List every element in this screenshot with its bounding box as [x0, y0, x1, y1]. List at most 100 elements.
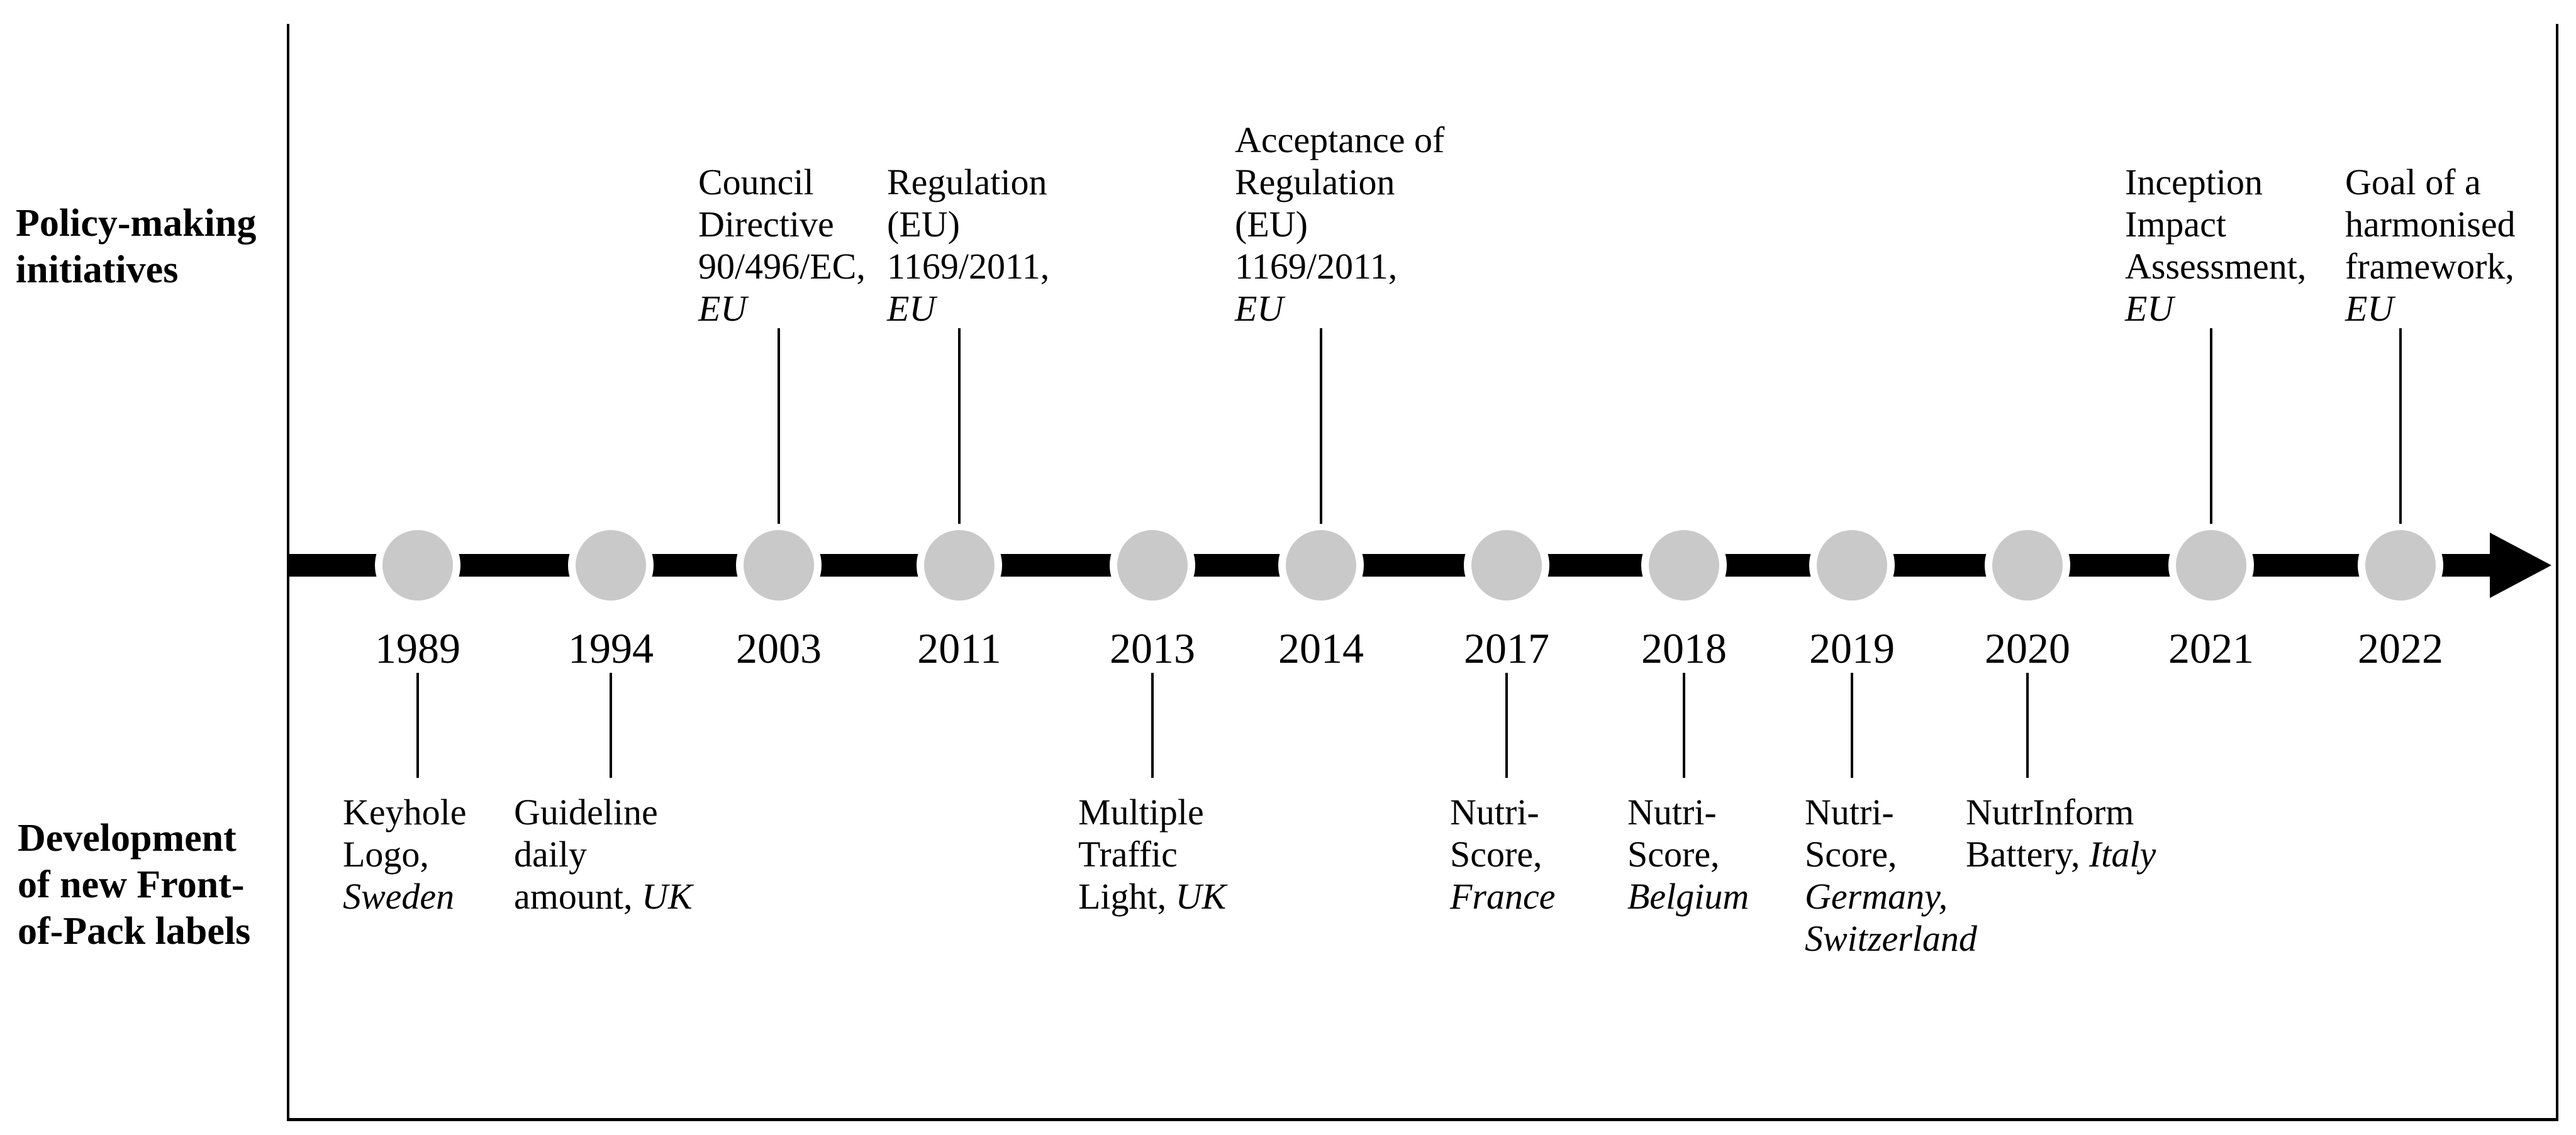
connector-below-1989	[416, 673, 419, 778]
policy-event-2011: Regulation (EU) 1169/2011, EU	[887, 161, 1049, 329]
event-text: NutrInform	[1966, 792, 2134, 833]
policy-event-line: 90/496/EC,	[698, 245, 866, 287]
event-text: Directive	[698, 204, 834, 245]
policy-event-line: framework,	[2345, 245, 2516, 287]
policy-event-line: (EU)	[887, 203, 1049, 245]
event-text-italic: EU	[2345, 288, 2394, 329]
row-label-line: initiatives	[16, 248, 179, 291]
row-label-fop-development: Development of new Front- of-Pack labels	[18, 815, 250, 955]
fop-event-line: Switzerland	[1805, 917, 1977, 960]
event-text-italic: EU	[887, 288, 936, 329]
year-label-2022: 2022	[2358, 624, 2443, 672]
timeline-node-2021	[2168, 523, 2254, 608]
event-text: Regulation	[1235, 162, 1395, 202]
event-text-italic: EU	[2125, 288, 2174, 329]
event-text: Nutri-	[1805, 792, 1894, 833]
policy-event-line: Directive	[698, 203, 866, 245]
fop-event-line: Logo,	[343, 833, 467, 875]
event-text: Acceptance of	[1235, 119, 1445, 160]
event-text: 90/496/EC,	[698, 246, 866, 287]
fop-event-line: Multiple	[1078, 791, 1226, 833]
policy-event-line: Regulation	[887, 161, 1049, 203]
fop-event-2013: Multiple Traffic Light, UK	[1078, 791, 1226, 917]
event-text-italic: EU	[698, 288, 747, 329]
fop-event-line: Belgium	[1627, 875, 1749, 917]
event-text: 1169/2011,	[887, 246, 1050, 287]
event-text: Traffic	[1078, 834, 1178, 875]
fop-event-line: Score,	[1627, 833, 1749, 875]
policy-event-line: 1169/2011,	[1235, 245, 1444, 287]
policy-event-line: Goal of a	[2345, 161, 2516, 203]
connector-above-2022	[2399, 328, 2402, 524]
fop-event-line: Nutri-	[1627, 791, 1749, 833]
policy-event-line: Inception	[2125, 161, 2306, 203]
event-text: Logo,	[343, 834, 429, 875]
policy-event-2014: Acceptance of Regulation (EU) 1169/2011, EU	[1235, 119, 1444, 329]
connector-below-2020	[2026, 673, 2029, 778]
fop-event-line: Guideline	[514, 791, 693, 833]
timeline-node-2013	[1110, 523, 1195, 608]
event-text: Score,	[1450, 834, 1542, 875]
fop-event-line: Germany,	[1805, 875, 1977, 917]
timeline-node-2018	[1641, 523, 1727, 608]
fop-event-line: Keyhole	[343, 791, 467, 833]
event-text: framework,	[2345, 246, 2514, 287]
policy-event-line: EU	[1235, 287, 1444, 329]
fop-event-2019: Nutri- Score, Germany, Switzerland	[1805, 791, 1977, 960]
fop-event-line: Nutri-	[1805, 791, 1977, 833]
timeline-node-1994	[568, 523, 654, 608]
policy-event-line: Council	[698, 161, 866, 203]
timeline-node-2017	[1464, 523, 1549, 608]
connector-above-2014	[1320, 328, 1322, 524]
policy-event-line: Regulation	[1235, 161, 1444, 203]
row-label-line: Development	[18, 817, 237, 860]
fop-event-line: NutrInform	[1966, 791, 2156, 833]
connector-below-2017	[1505, 673, 1508, 778]
event-text: Assessment,	[2125, 246, 2307, 287]
connector-below-2019	[1851, 673, 1853, 778]
event-text-italic: UK	[641, 876, 693, 917]
event-text-italic: Switzerland	[1805, 918, 1977, 959]
fop-event-line: Light, UK	[1078, 875, 1226, 917]
event-text-italic: Germany,	[1805, 876, 1948, 917]
event-text: Battery,	[1966, 834, 2089, 875]
timeline-node-2019	[1809, 523, 1895, 608]
timeline-node-1989	[375, 523, 460, 608]
event-text: 1169/2011,	[1235, 246, 1398, 287]
policy-event-2021: Inception Impact Assessment, EU	[2125, 161, 2306, 329]
event-text: amount,	[514, 876, 642, 917]
policy-event-line: (EU)	[1235, 203, 1444, 245]
fop-event-line: Traffic	[1078, 833, 1226, 875]
policy-event-2022: Goal of a harmonised framework, EU	[2345, 161, 2516, 329]
year-label-2014: 2014	[1278, 624, 1364, 672]
policy-event-line: Acceptance of	[1235, 119, 1444, 161]
event-text-italic: Sweden	[343, 876, 455, 917]
event-text: Nutri-	[1627, 792, 1717, 833]
event-text: Regulation	[887, 162, 1047, 202]
fop-event-2018: Nutri- Score, Belgium	[1627, 791, 1749, 917]
timeline-node-2003	[736, 523, 822, 608]
year-label-2019: 2019	[1809, 624, 1895, 672]
policy-event-line: EU	[2125, 287, 2306, 329]
event-text: Guideline	[514, 792, 658, 833]
event-text: (EU)	[887, 204, 960, 245]
fop-event-2017: Nutri- Score, France	[1450, 791, 1556, 917]
policy-event-line: Assessment,	[2125, 245, 2306, 287]
event-text: Score,	[1627, 834, 1720, 875]
event-text: Nutri-	[1450, 792, 1539, 833]
event-text: Council	[698, 162, 814, 202]
event-text-italic: Belgium	[1627, 876, 1749, 917]
connector-below-2018	[1683, 673, 1685, 778]
year-label-2013: 2013	[1110, 624, 1195, 672]
event-text-italic: EU	[1235, 288, 1284, 329]
event-text: Light,	[1078, 876, 1176, 917]
event-text-italic: France	[1450, 876, 1556, 917]
fop-event-line: daily	[514, 833, 693, 875]
event-text: harmonised	[2345, 204, 2516, 245]
fop-event-1994: Guideline daily amount, UK	[514, 791, 693, 917]
fop-event-1989: Keyhole Logo, Sweden	[343, 791, 467, 917]
timeline-axis	[288, 554, 2497, 577]
policy-event-line: Impact	[2125, 203, 2306, 245]
row-label-line: Policy-making	[16, 202, 257, 245]
